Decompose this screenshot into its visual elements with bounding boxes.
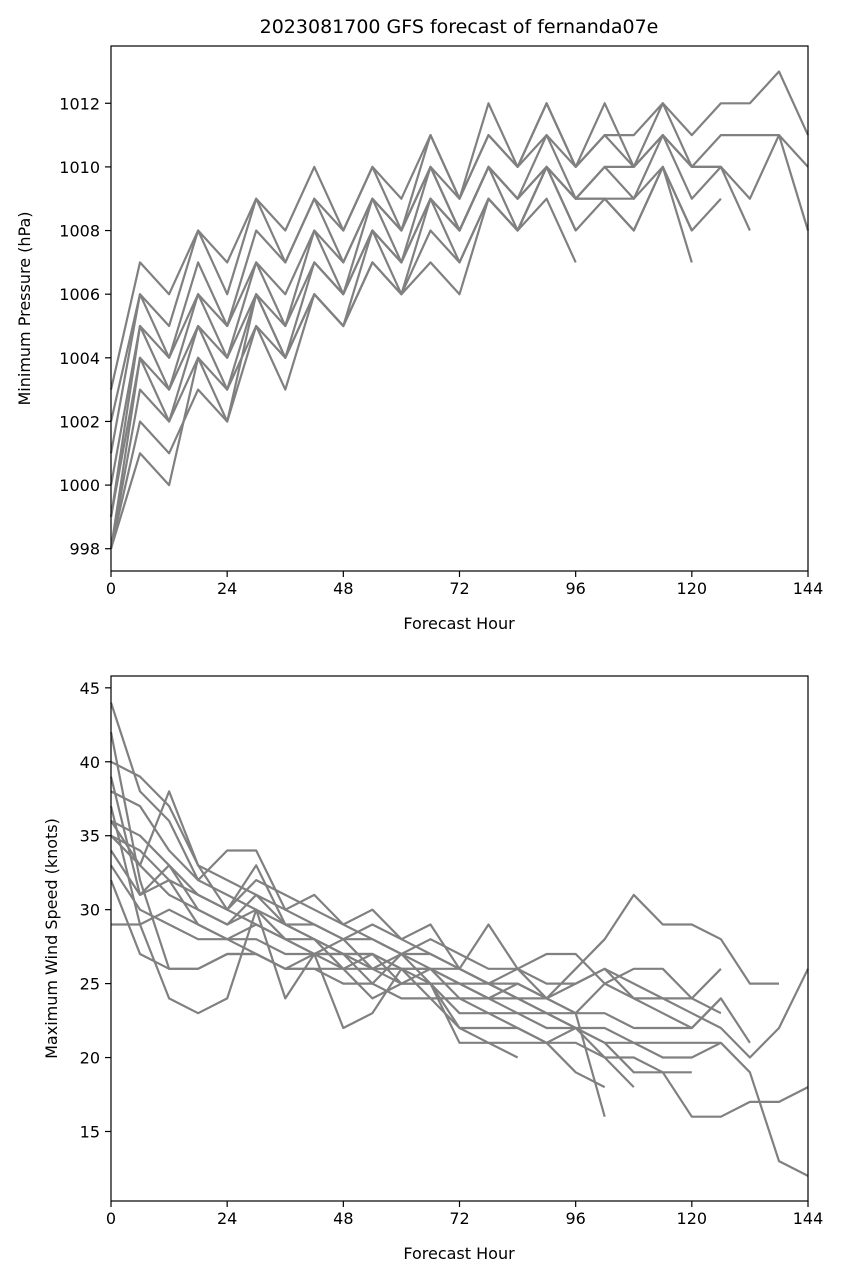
wind-y-tick-label: 20 (80, 1049, 100, 1068)
pressure-y-tick-label: 1012 (59, 94, 100, 113)
wind-x-tick-label: 48 (333, 1209, 353, 1228)
pressure-plot-frame (110, 45, 809, 572)
wind-x-tick-label: 120 (677, 1209, 708, 1228)
wind-series-line-8 (109, 805, 606, 1089)
wind-series-line-13 (110, 834, 722, 1015)
pressure-y-tick-label: 1000 (59, 476, 100, 495)
pressure-series-line-5 (109, 134, 751, 518)
wind-series-line-1 (109, 702, 779, 1000)
pressure-y-tick-label: 998 (69, 540, 100, 559)
pressure-plot-area (109, 70, 810, 550)
wind-y-tick-label: 25 (80, 975, 100, 994)
pressure-y-tick-label: 1002 (59, 412, 100, 431)
pressure-x-tick-label: 24 (217, 579, 237, 598)
wind-x-axis-label: Forecast Hour (403, 1244, 515, 1263)
pressure-x-tick-label: 144 (793, 579, 824, 598)
pressure-series-line-10 (109, 165, 577, 550)
pressure-x-tick-label: 48 (333, 579, 353, 598)
wind-x-tick-label: 144 (793, 1209, 824, 1228)
pressure-series-line-8 (109, 197, 577, 549)
pressure-x-ticks: 0 24 48 72 96 120 144 (106, 571, 823, 598)
pressure-x-tick-label: 96 (565, 579, 585, 598)
wind-y-tick-label: 15 (80, 1122, 100, 1141)
pressure-y-tick-label: 1008 (59, 222, 100, 241)
pressure-series-line-4 (109, 134, 721, 486)
pressure-x-axis-label: Forecast Hour (403, 614, 515, 633)
pressure-y-axis-label: Minimum Pressure (hPa) (15, 212, 34, 406)
wind-y-axis-label: Maximum Wind Speed (knots) (42, 818, 61, 1059)
chart-title: 2023081700 GFS forecast of fernanda07e (260, 16, 659, 38)
wind-plot: 0 24 48 72 96 120 144 15 20 25 30 35 40 45 Forecast … (42, 675, 823, 1263)
wind-x-tick-label: 0 (106, 1209, 116, 1228)
wind-series-line-10 (109, 776, 606, 1117)
wind-y-tick-label: 45 (80, 679, 100, 698)
pressure-series-line-6 (109, 165, 693, 518)
pressure-x-tick-label: 120 (677, 579, 708, 598)
wind-x-tick-label: 72 (449, 1209, 469, 1228)
wind-x-tick-label: 96 (565, 1209, 585, 1228)
wind-y-tick-label: 40 (80, 753, 100, 772)
wind-y-ticks: 15 20 25 30 35 40 45 (80, 679, 111, 1141)
wind-plot-area (109, 702, 809, 1177)
pressure-y-ticks: 998 1000 1002 1004 1006 1008 1010 1012 (59, 94, 111, 559)
pressure-y-tick-label: 1006 (59, 285, 100, 304)
wind-series-line-7 (110, 864, 692, 1074)
pressure-y-tick-label: 1010 (59, 158, 100, 177)
wind-y-tick-label: 30 (80, 901, 100, 920)
wind-x-tick-label: 24 (217, 1209, 237, 1228)
wind-x-ticks: 0 24 48 72 96 120 144 (106, 1201, 823, 1228)
pressure-x-tick-label: 72 (449, 579, 469, 598)
pressure-plot: 0 24 48 72 96 120 144 998 1000 1002 1004 1006 1008 1… (15, 45, 823, 633)
wind-y-tick-label: 35 (80, 827, 100, 846)
wind-series-line-14 (111, 908, 722, 1030)
pressure-y-tick-label: 1004 (59, 349, 100, 368)
pressure-x-tick-label: 0 (106, 579, 116, 598)
